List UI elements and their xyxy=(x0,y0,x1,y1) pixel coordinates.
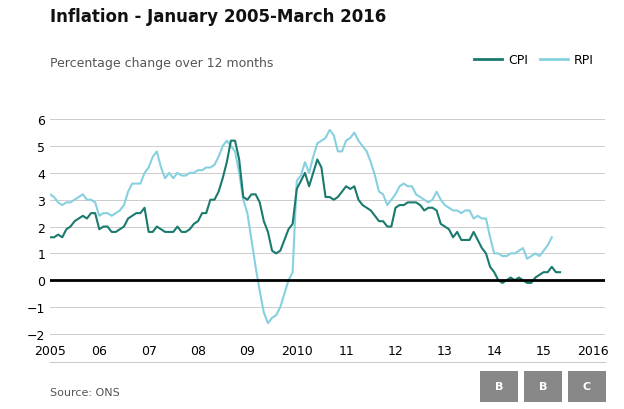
Text: B: B xyxy=(495,382,503,391)
FancyBboxPatch shape xyxy=(568,371,606,402)
FancyBboxPatch shape xyxy=(480,371,518,402)
Text: Source: ONS: Source: ONS xyxy=(50,387,120,397)
Text: Percentage change over 12 months: Percentage change over 12 months xyxy=(50,57,273,70)
Text: C: C xyxy=(583,382,591,391)
FancyBboxPatch shape xyxy=(524,371,562,402)
Text: Inflation - January 2005-March 2016: Inflation - January 2005-March 2016 xyxy=(50,8,386,26)
Legend: CPI, RPI: CPI, RPI xyxy=(469,49,599,72)
Text: B: B xyxy=(539,382,547,391)
